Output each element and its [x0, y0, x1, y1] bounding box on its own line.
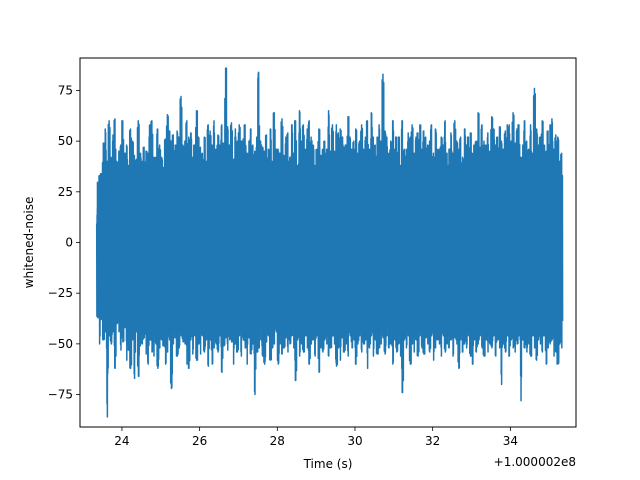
y-tick-label: −50: [48, 337, 73, 351]
series-core-band: [96, 181, 561, 304]
x-tick-label: 34: [503, 434, 518, 448]
x-tick-label: 30: [347, 434, 362, 448]
x-tick-label: 28: [270, 434, 285, 448]
x-axis: 24 26 28 30 32 34: [114, 427, 518, 448]
x-tick-label: 32: [425, 434, 440, 448]
x-tick-label: 26: [192, 434, 207, 448]
y-tick-label: 0: [65, 236, 73, 250]
x-offset-label: +1.000002e8: [494, 455, 576, 469]
x-tick-label: 24: [114, 434, 129, 448]
y-tick-label: 75: [58, 83, 73, 97]
y-tick-label: −25: [48, 286, 73, 300]
y-tick-label: 50: [58, 134, 73, 148]
y-axis: −75 −50 −25 0 25 50 75: [48, 83, 80, 402]
y-tick-label: 25: [58, 185, 73, 199]
y-axis-label: whitened-noise: [22, 197, 36, 289]
plot-area: [95, 67, 564, 418]
y-tick-label: −75: [48, 388, 73, 402]
x-axis-label: Time (s): [303, 457, 353, 471]
